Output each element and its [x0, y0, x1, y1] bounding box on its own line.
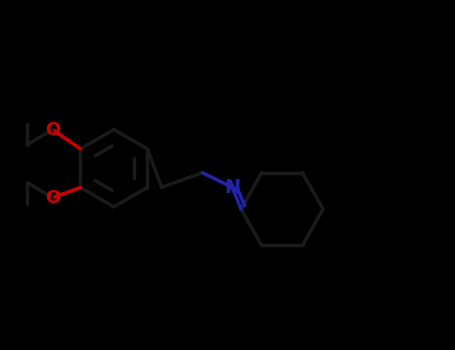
Text: O: O — [45, 120, 60, 139]
Text: N: N — [224, 178, 240, 197]
Text: O: O — [45, 189, 60, 207]
